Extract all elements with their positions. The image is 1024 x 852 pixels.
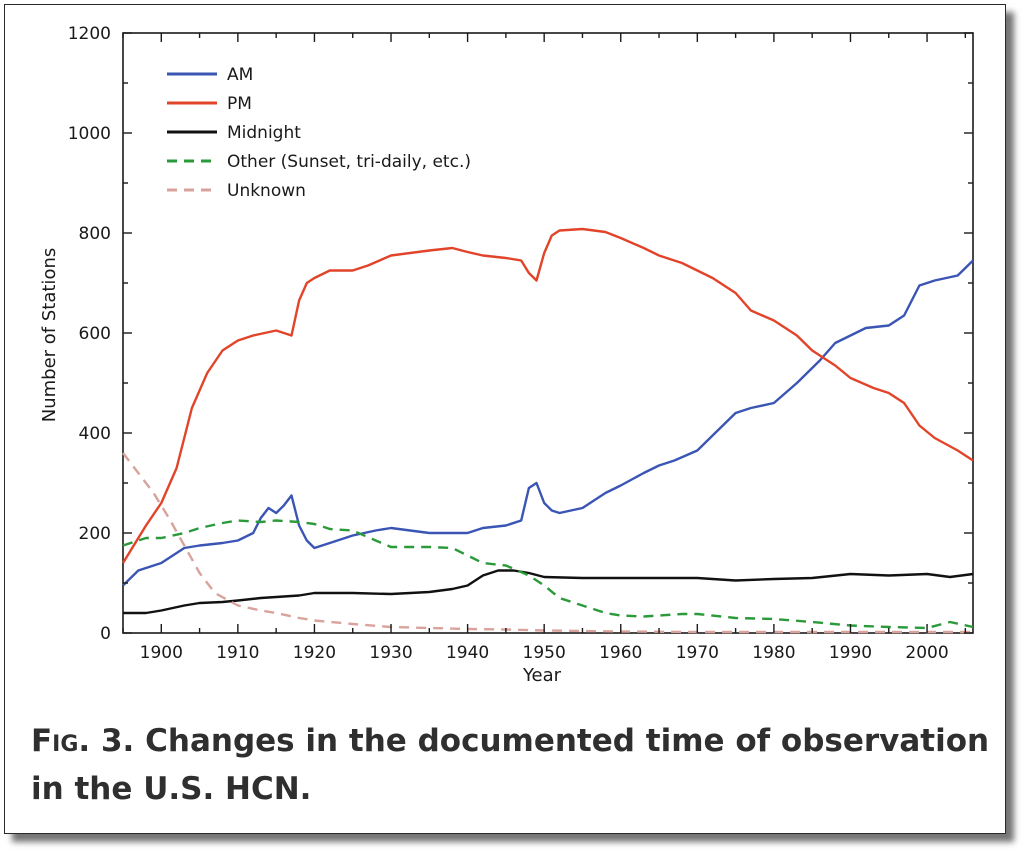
axis-ticks: 0 200 400 600 800 1000 1200 1900 1910 1920 1930 194… xyxy=(68,24,973,663)
y-tick-label: 600 xyxy=(79,324,111,344)
y-axis-label: Number of Stations xyxy=(39,248,60,422)
y-tick-label: 0 xyxy=(100,624,111,644)
x-tick-label: 1940 xyxy=(446,643,489,663)
legend-label: Midnight xyxy=(227,123,301,143)
y-tick-label: 400 xyxy=(79,424,111,444)
x-tick-label: 1990 xyxy=(829,643,872,663)
x-tick-label: 2000 xyxy=(905,643,948,663)
series-line-midnight xyxy=(123,569,974,615)
legend-label: AM xyxy=(227,65,253,85)
figure-caption: Fig. 3. Changes in the documented time o… xyxy=(31,717,991,813)
line-chart: 0 200 400 600 800 1000 1200 1900 1910 1920 1930 194… xyxy=(39,24,974,686)
figure-frame: 0 200 400 600 800 1000 1200 1900 1910 1920 1930 194… xyxy=(4,4,1006,834)
y-tick-label: 1000 xyxy=(68,124,111,144)
x-tick-label: 1920 xyxy=(293,643,336,663)
x-tick-label: 1910 xyxy=(216,643,259,663)
caption-label: Fig. 3. xyxy=(31,723,135,759)
legend-label: Other (Sunset, tri-daily, etc.) xyxy=(227,152,471,172)
x-tick-label: 1900 xyxy=(140,643,183,663)
x-tick-label: 1930 xyxy=(369,643,412,663)
y-tick-label: 1200 xyxy=(68,24,111,44)
series-line-pm xyxy=(121,227,974,564)
legend-label: Unknown xyxy=(227,181,306,201)
x-tick-label: 1970 xyxy=(676,643,719,663)
x-axis-label: Year xyxy=(522,665,562,686)
legend-label: PM xyxy=(227,94,252,114)
series-line-other xyxy=(122,519,974,630)
x-tick-label: 1980 xyxy=(752,643,795,663)
series-line-am xyxy=(122,259,974,587)
plot-series xyxy=(121,227,974,634)
y-tick-label: 200 xyxy=(79,524,111,544)
series-line-unknown xyxy=(122,452,973,634)
x-tick-label: 1960 xyxy=(599,643,642,663)
y-tick-label: 800 xyxy=(79,224,111,244)
caption-text: Changes in the documented time of observ… xyxy=(31,723,990,807)
chart-legend: AM PM Midnight Other (Sunset, tri-daily, et… xyxy=(167,65,471,201)
x-tick-label: 1950 xyxy=(523,643,566,663)
